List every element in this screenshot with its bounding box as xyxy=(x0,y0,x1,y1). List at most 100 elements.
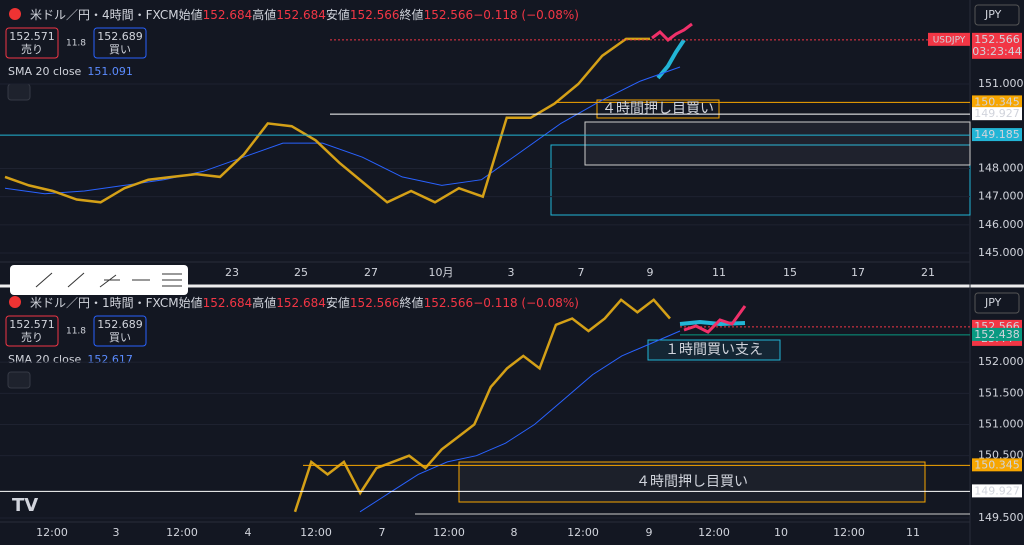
x-tick-label: 3 xyxy=(113,526,120,539)
price-badge xyxy=(972,95,1022,109)
price-badge-label: 150.345 xyxy=(974,95,1020,108)
zone-box xyxy=(550,144,971,216)
currency: JPY xyxy=(984,296,1002,309)
flag-icon xyxy=(9,296,21,308)
ohlc-value: 152.566 xyxy=(424,296,474,310)
sell-button[interactable] xyxy=(5,315,59,347)
annotation: １時間買い支え xyxy=(665,342,763,358)
y-tick-label: 147.000 xyxy=(978,190,1024,203)
y-tick-label: 151.000 xyxy=(978,418,1024,431)
x-tick-label: 12:00 xyxy=(166,526,198,539)
price-badge-label: 149.185 xyxy=(974,128,1020,141)
zone-box xyxy=(584,121,971,166)
ohlc-value: 152.566 xyxy=(424,8,474,22)
x-tick-label: 12:00 xyxy=(300,526,332,539)
buy-label: 買い xyxy=(109,43,131,56)
sma-line xyxy=(359,330,681,513)
x-tick-label: 23 xyxy=(225,266,239,279)
price-badge-label: 152.566 xyxy=(974,33,1020,46)
x-tick-label: 17 xyxy=(851,266,865,279)
ohlc-label: 始値 xyxy=(179,295,203,310)
price-badge-label: 152.438 xyxy=(974,328,1020,341)
y-tick-label: 149.500 xyxy=(978,511,1024,524)
x-tick-label: 12:00 xyxy=(36,526,68,539)
x-tick-label: 9 xyxy=(647,266,654,279)
ohlc-value: 152.684 xyxy=(276,8,326,22)
annotation: ４時間押し目買い xyxy=(602,101,714,117)
flag-icon xyxy=(9,8,21,20)
change: −0.118 (−0.08%) xyxy=(473,8,579,22)
ohlc-label: 終値 xyxy=(400,7,424,22)
indicator: SMA 20 close 152.617 xyxy=(8,353,133,366)
ohlc-label: 高値 xyxy=(252,7,276,22)
price-badge xyxy=(972,128,1022,142)
price-badge xyxy=(972,484,1022,498)
forecast-path xyxy=(679,319,746,327)
buy-label: 買い xyxy=(109,331,131,344)
price-badge xyxy=(972,327,1022,341)
x-tick-label: 11 xyxy=(906,526,920,539)
x-tick-label: 25 xyxy=(294,266,308,279)
sell-button[interactable] xyxy=(5,27,59,59)
forecast-path xyxy=(656,38,686,80)
collapse-button[interactable] xyxy=(7,83,31,101)
buy-button[interactable] xyxy=(93,27,147,59)
header: 米ドル／円・4時間・FXCM始値152.684高値152.684安値152.56… xyxy=(30,7,579,22)
x-tick-label: 7 xyxy=(578,266,585,279)
countdown: 03:23:44 xyxy=(972,45,1021,58)
price-line xyxy=(4,37,650,204)
y-tick-label: 148.000 xyxy=(978,161,1024,174)
toolbar-icons xyxy=(35,272,182,288)
y-tick-label: 151.000 xyxy=(978,77,1024,90)
ohlc-label: 始値 xyxy=(179,7,203,22)
annotation: ４時間押し目買い xyxy=(636,474,748,490)
x-tick-label: 27 xyxy=(364,266,378,279)
symbol: 米ドル／円・4時間・FXCM xyxy=(30,8,179,22)
buy-price: 152.689 xyxy=(97,30,143,43)
ohlc-value: 152.684 xyxy=(203,296,253,310)
chart-layer: 米ドル／円・4時間・FXCM始値152.684高値152.684安値152.56… xyxy=(0,4,1024,539)
x-tick-label: 7 xyxy=(379,526,386,539)
indicator: SMA 20 close 151.091 xyxy=(8,65,133,78)
price-badge xyxy=(972,458,1022,472)
y-tick-label: 151.500 xyxy=(978,386,1024,399)
spread: 11.8 xyxy=(66,39,86,49)
price-badge xyxy=(972,32,1022,59)
x-tick-label: 12:00 xyxy=(567,526,599,539)
drawing-toolbar[interactable] xyxy=(10,265,188,295)
x-tick-label: 10月 xyxy=(429,266,454,279)
logo: TV xyxy=(12,495,38,516)
sell-label: 売り xyxy=(21,43,43,56)
x-tick-label: 8 xyxy=(511,526,518,539)
price-badge xyxy=(972,107,1022,121)
currency-button[interactable] xyxy=(974,292,1020,314)
header: 米ドル／円・1時間・FXCM始値152.684高値152.684安値152.56… xyxy=(30,295,579,310)
annotation-box xyxy=(596,99,720,119)
change: −0.118 (−0.08%) xyxy=(473,296,579,310)
buy-price: 152.689 xyxy=(97,318,143,331)
x-tick-label: 12:00 xyxy=(433,526,465,539)
ohlc-value: 152.684 xyxy=(276,296,326,310)
indicator-value: 151.091 xyxy=(87,65,133,78)
ohlc-value: 152.684 xyxy=(203,8,253,22)
symbol-badge xyxy=(928,32,970,46)
price-badge-label: 149.927 xyxy=(974,484,1020,497)
sell-price: 152.571 xyxy=(9,318,55,331)
ohlc-value: 152.566 xyxy=(350,8,400,22)
price-badge-label: 149.927 xyxy=(974,107,1020,120)
collapse-button[interactable] xyxy=(7,371,31,389)
x-tick-label: 4 xyxy=(245,526,252,539)
symbol: 米ドル／円・1時間・FXCM xyxy=(30,296,179,310)
y-tick-label: 146.000 xyxy=(978,218,1024,231)
ohlc-label: 安値 xyxy=(326,7,350,22)
indicator-name: SMA 20 close xyxy=(8,65,82,78)
currency-button[interactable] xyxy=(974,4,1020,26)
x-tick-label: 10 xyxy=(774,526,788,539)
price-line xyxy=(293,298,671,513)
x-tick-label: 21 xyxy=(921,266,935,279)
x-tick-label: 15 xyxy=(783,266,797,279)
zone-box xyxy=(458,461,926,503)
price-badge-label: 150.345 xyxy=(974,458,1020,471)
buy-button[interactable] xyxy=(93,315,147,347)
